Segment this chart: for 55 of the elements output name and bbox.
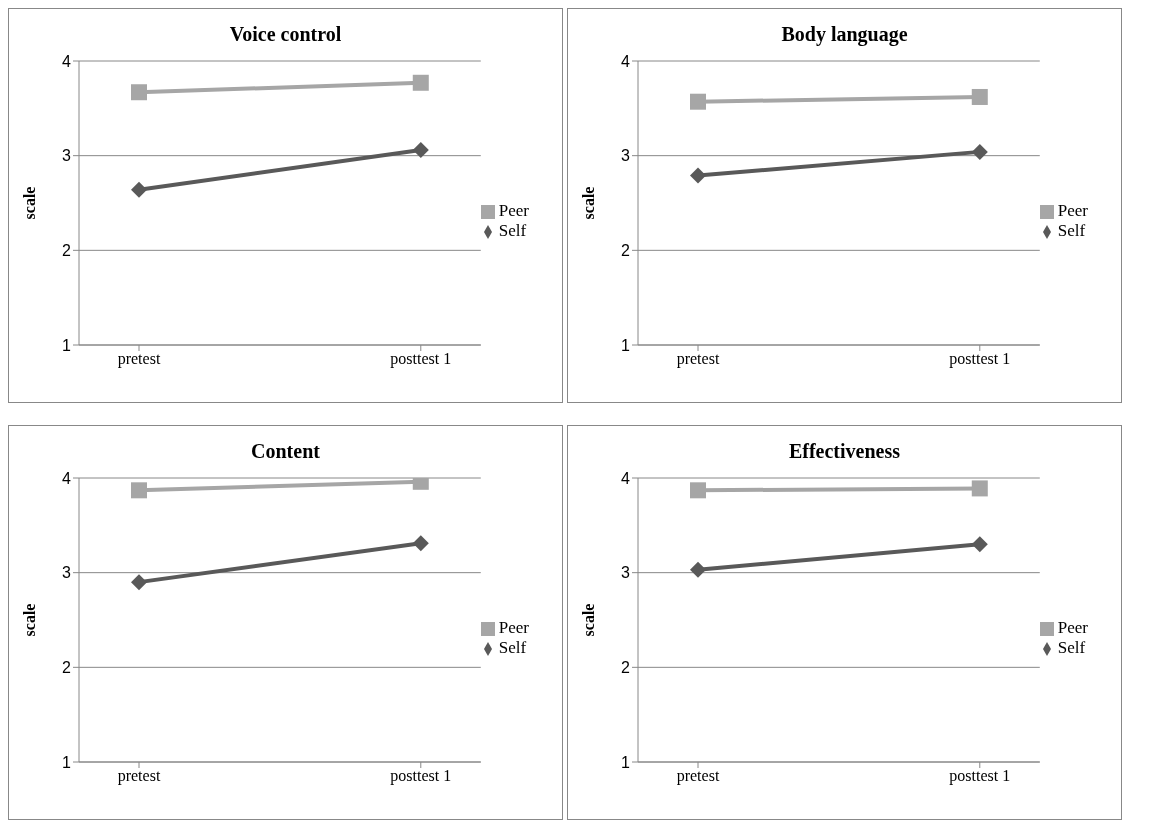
legend-label: Self [498, 221, 527, 240]
chart-title: Effectiveness [787, 440, 902, 464]
y-tick-label: 1 [62, 336, 72, 354]
x-tick-label: pretest [676, 350, 720, 369]
x-tick-label: posttest 1 [949, 767, 1011, 786]
legend-label: Peer [1057, 201, 1088, 220]
legend-label: Peer [498, 201, 529, 220]
point [131, 482, 147, 499]
point [412, 141, 429, 158]
y-axis-title: scale [20, 186, 38, 220]
point [971, 536, 988, 553]
y-tick-label: 3 [621, 564, 631, 582]
point [690, 93, 706, 110]
y-tick-label: 1 [62, 753, 72, 771]
chart-title: Content [250, 440, 321, 464]
y-tick-label: 4 [621, 52, 631, 70]
point [412, 74, 429, 91]
x-tick-label: posttest 1 [390, 767, 452, 786]
y-tick-label: 4 [621, 469, 631, 487]
y-tick-label: 2 [62, 659, 72, 677]
legend-label: Self [498, 638, 527, 657]
y-tick-label: 1 [621, 336, 631, 354]
chart-title: Voice control [228, 23, 343, 47]
y-tick-label: 2 [62, 242, 72, 260]
y-tick-label: 2 [621, 242, 631, 260]
point [690, 561, 706, 578]
x-tick-label: posttest 1 [390, 350, 452, 369]
y-tick-label: 1 [621, 753, 631, 771]
legend-label: Self [1057, 221, 1086, 240]
x-tick-label: pretest [117, 767, 161, 786]
point [971, 480, 988, 497]
y-axis-title: scale [20, 603, 38, 637]
point [690, 167, 706, 184]
x-tick-label: pretest [676, 767, 720, 786]
chart-title: Body language [780, 23, 909, 48]
legend-label: Peer [1057, 618, 1088, 637]
point [690, 482, 706, 499]
point [971, 143, 988, 160]
y-tick-label: 2 [621, 659, 631, 677]
legend-label: Self [1057, 638, 1086, 657]
point [131, 84, 147, 101]
y-tick-label: 3 [62, 564, 72, 582]
y-tick-label: 4 [62, 469, 72, 487]
legend-label: Peer [498, 618, 529, 637]
point [412, 535, 429, 552]
y-axis-title: scale [579, 603, 597, 637]
y-tick-label: 3 [621, 147, 631, 165]
x-tick-label: pretest [117, 350, 161, 369]
y-tick-label: 3 [62, 147, 72, 165]
y-tick-label: 4 [62, 52, 72, 70]
point [971, 88, 988, 105]
point [131, 574, 147, 591]
point [131, 181, 147, 198]
x-tick-label: posttest 1 [949, 350, 1011, 369]
y-axis-title: scale [579, 186, 597, 220]
